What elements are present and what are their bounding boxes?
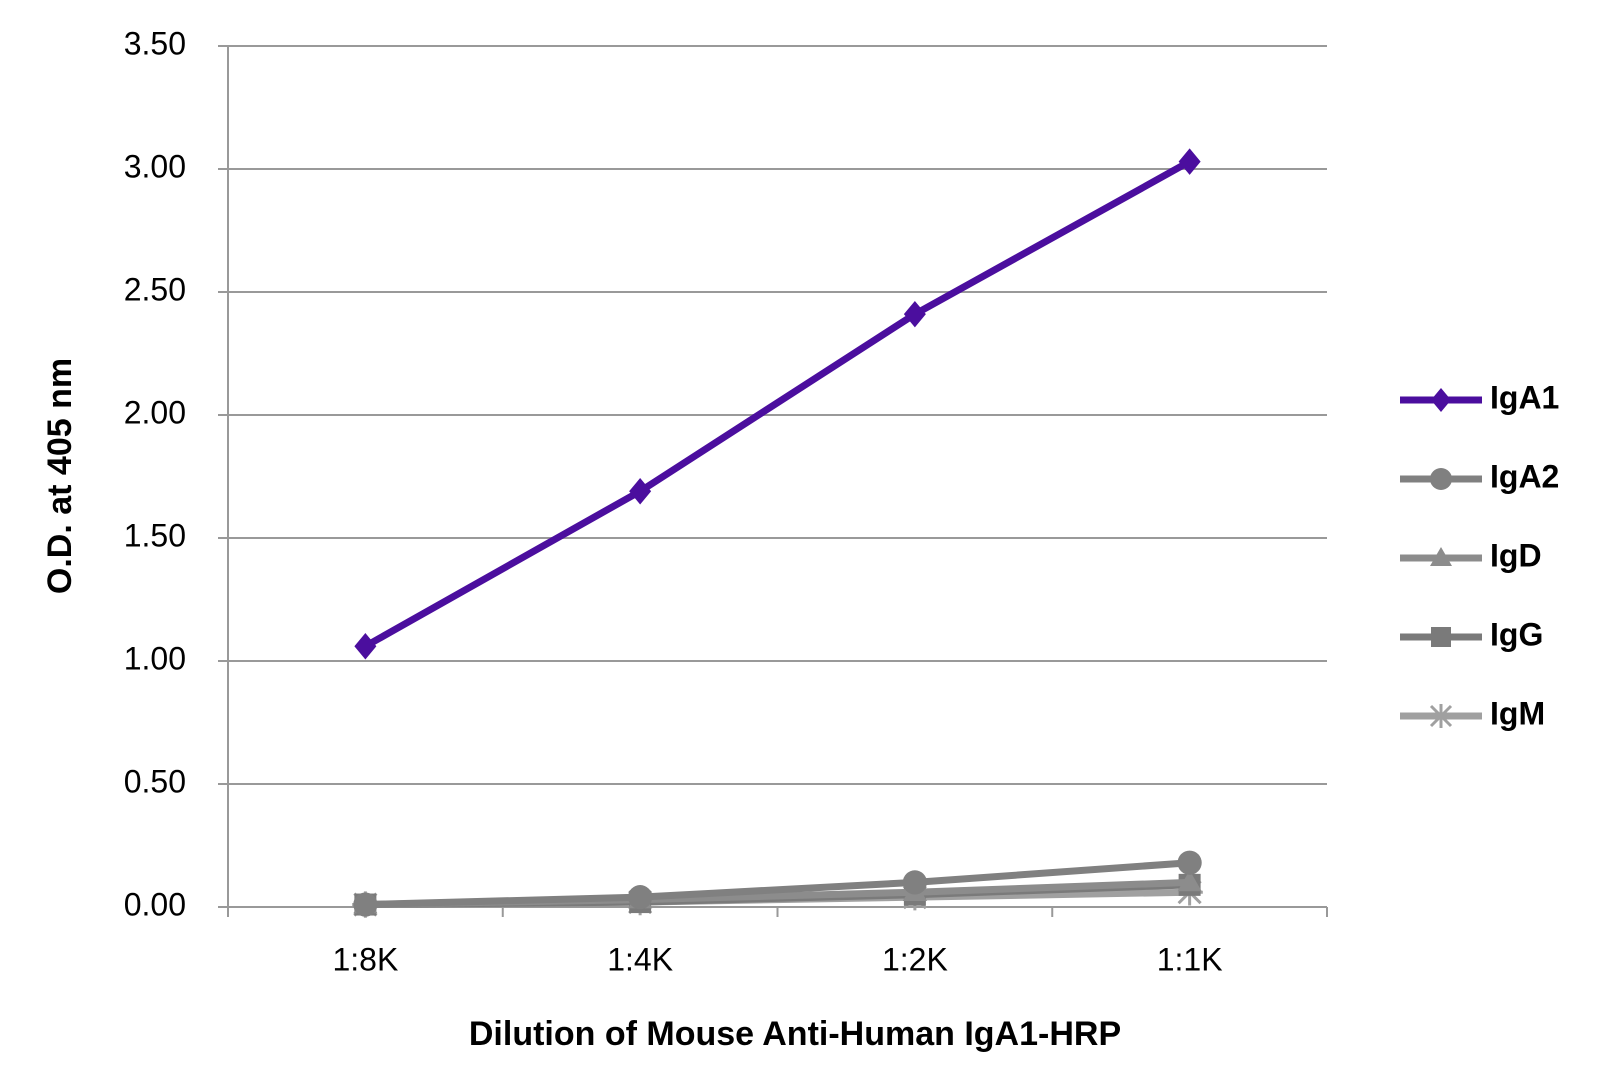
legend-label: IgD [1490, 537, 1542, 573]
y-tick-label: 3.00 [124, 148, 186, 184]
legend-marker [1429, 704, 1453, 728]
legend-marker [1430, 468, 1452, 490]
legend-marker [1430, 547, 1452, 566]
y-axis-title: O.D. at 405 nm [41, 358, 79, 594]
x-tick-label: 1:2K [882, 941, 948, 977]
data-point [1178, 148, 1201, 175]
x-tick-label: 1:8K [332, 941, 398, 977]
legend-marker [1431, 627, 1451, 647]
y-tick-label: 1.00 [124, 640, 186, 676]
data-point [354, 633, 377, 660]
x-tick-label: 1:4K [607, 941, 673, 977]
data-point [1177, 850, 1202, 875]
data-point [628, 885, 653, 910]
y-tick-label: 2.50 [124, 271, 186, 307]
data-point [902, 870, 927, 895]
legend-label: IgM [1490, 695, 1545, 731]
legend-label: IgA1 [1490, 379, 1559, 415]
data-point [1177, 870, 1202, 892]
legend-label: IgG [1490, 616, 1543, 652]
y-tick-label: 0.50 [124, 763, 186, 799]
data-point [353, 892, 378, 917]
data-point [903, 300, 926, 328]
series-line [365, 859, 1190, 909]
series-line [363, 158, 1192, 650]
x-axis-title: Dilution of Mouse Anti-Human IgA1-HRP [469, 1015, 1121, 1053]
legend-label: IgA2 [1490, 458, 1559, 494]
x-tick-label: 1:1K [1157, 941, 1223, 977]
y-tick-label: 1.50 [124, 517, 186, 553]
y-tick-label: 3.50 [124, 25, 186, 61]
y-tick-label: 2.00 [124, 394, 186, 430]
legend-marker [1431, 388, 1451, 412]
data-point [629, 478, 652, 505]
y-tick-label: 0.00 [124, 886, 186, 922]
